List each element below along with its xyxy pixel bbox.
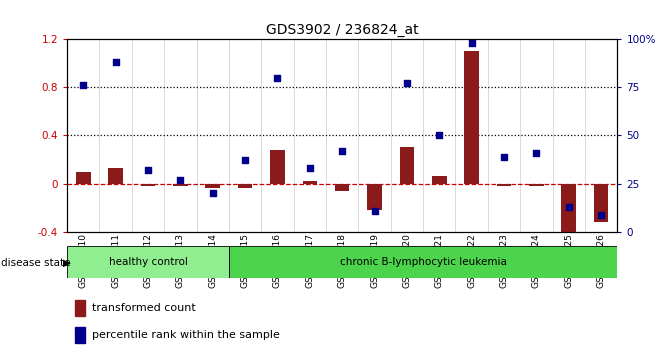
Bar: [562, 184, 576, 238]
Bar: [303, 181, 317, 184]
Bar: [141, 184, 155, 186]
Point: [143, 167, 154, 173]
Point: [240, 158, 250, 163]
Bar: [229, 246, 617, 278]
Bar: [335, 184, 350, 191]
Point: [596, 212, 607, 217]
Text: ▶: ▶: [63, 258, 71, 268]
Point: [531, 150, 541, 156]
Bar: [497, 184, 511, 186]
Text: chronic B-lymphocytic leukemia: chronic B-lymphocytic leukemia: [340, 257, 507, 267]
Bar: [432, 176, 447, 184]
Point: [337, 148, 348, 154]
Bar: [76, 172, 91, 184]
Bar: [529, 184, 544, 186]
Point: [401, 80, 412, 86]
Point: [434, 132, 445, 138]
Point: [175, 177, 186, 183]
Text: disease state: disease state: [1, 258, 71, 268]
Bar: [270, 150, 285, 184]
Point: [272, 75, 283, 80]
Bar: [594, 184, 609, 222]
Text: percentile rank within the sample: percentile rank within the sample: [92, 330, 280, 340]
Point: [369, 208, 380, 213]
Point: [110, 59, 121, 65]
Point: [499, 154, 509, 159]
Point: [564, 204, 574, 210]
Bar: [205, 184, 220, 188]
Text: transformed count: transformed count: [92, 303, 196, 313]
Text: healthy control: healthy control: [109, 257, 187, 267]
Bar: [400, 148, 414, 184]
Bar: [67, 246, 229, 278]
Point: [305, 165, 315, 171]
Bar: [238, 184, 252, 188]
Point: [466, 40, 477, 46]
Bar: [173, 184, 188, 186]
Point: [207, 190, 218, 196]
Title: GDS3902 / 236824_at: GDS3902 / 236824_at: [266, 23, 419, 36]
Bar: [367, 184, 382, 210]
Bar: [464, 51, 479, 184]
Point: [78, 82, 89, 88]
Bar: [75, 300, 85, 316]
Bar: [75, 327, 85, 343]
Bar: [108, 168, 123, 184]
